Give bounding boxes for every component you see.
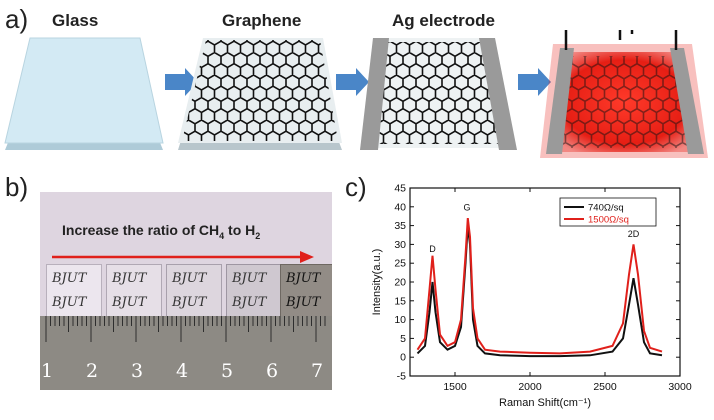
sample-label: BJUT (52, 271, 87, 286)
graphene-sheet (178, 38, 342, 150)
arrow-icon (518, 68, 551, 96)
legend-label: 1500Ω/sq (588, 215, 629, 226)
ruler: 1 2 3 4 5 6 7 (40, 316, 332, 390)
sample-label: BJUT (112, 295, 147, 310)
photo-caption: Increase the ratio of CH4 to H2 (62, 222, 261, 241)
glowing-device (540, 30, 708, 158)
step-title-graphene: Graphene (222, 11, 302, 30)
ruler-number: 5 (221, 360, 234, 382)
glass-slide (4, 37, 164, 150)
series-line-1 (416, 225, 663, 358)
x-tick-label: 3000 (668, 381, 692, 393)
sample-slide: BJUT BJUT (280, 264, 332, 322)
y-tick-label: 0 (400, 352, 406, 364)
arrow-icon (336, 68, 369, 96)
series-line-2 (416, 217, 663, 355)
panel-label-b: b) (5, 172, 29, 202)
y-tick-label: 15 (394, 295, 406, 307)
x-tick-label: 2500 (593, 381, 617, 393)
legend-label: 740Ω/sq (588, 203, 624, 214)
y-tick-label: -5 (397, 371, 406, 383)
x-tick-label: 2000 (518, 381, 542, 393)
ruler-number: 4 (176, 360, 189, 382)
ruler-number: 3 (131, 360, 144, 382)
panel-label-a: a) (5, 4, 29, 34)
peak-label: 2D (628, 229, 640, 239)
y-tick-label: 40 (394, 201, 406, 213)
panel-label-c: c) (345, 172, 367, 202)
y-tick-label: 25 (394, 258, 406, 270)
ruler-ticks (45, 316, 326, 342)
y-tick-label: 35 (394, 220, 406, 232)
ruler-number: 2 (86, 360, 99, 382)
sample-label: BJUT (286, 295, 321, 310)
sample-slide: BJUT BJUT (106, 264, 162, 322)
caption-arrow (52, 251, 314, 263)
sample-slide: BJUT BJUT (226, 264, 282, 322)
sample-label: BJUT (232, 295, 267, 310)
y-tick-label: 5 (400, 333, 406, 345)
y-tick-label: 45 (394, 183, 406, 195)
x-tick-label: 1500 (443, 381, 467, 393)
peak-label: D (429, 244, 436, 254)
ruler-number: 6 (266, 360, 279, 382)
y-tick-label: 10 (394, 314, 406, 326)
y-axis-label: Intensity(a.u.) (371, 249, 383, 316)
y-tick-label: 30 (394, 239, 406, 251)
sample-label: BJUT (112, 271, 147, 286)
process-schematic (4, 30, 708, 158)
sample-label: BJUT (172, 295, 207, 310)
sample-slide: BJUT BJUT (46, 264, 102, 322)
sample-label: BJUT (172, 271, 207, 286)
ruler-number: 1 (41, 360, 54, 382)
peak-label: G (463, 203, 470, 213)
ruler-number: 7 (311, 360, 324, 382)
raman-chart: -5 0 5 10 15 20 25 30 35 40 45 1500 2000 2500 3000 Rama… (371, 183, 692, 410)
ag-electrode-device (360, 38, 517, 150)
step-title-glass: Glass (52, 11, 99, 30)
sample-photo: Increase the ratio of CH4 to H2 BJUT BJU… (40, 192, 332, 390)
step-title-ag-electrode: Ag electrode (392, 11, 495, 30)
legend-box (559, 197, 657, 227)
arrow-icon (165, 68, 198, 96)
x-axis-label: Raman Shift(cm⁻¹) (499, 397, 591, 409)
sample-label: BJUT (52, 295, 87, 310)
sample-label: BJUT (286, 271, 321, 286)
sample-label: BJUT (232, 271, 267, 286)
sample-slide: BJUT BJUT (166, 264, 222, 322)
y-tick-label: 20 (394, 277, 406, 289)
